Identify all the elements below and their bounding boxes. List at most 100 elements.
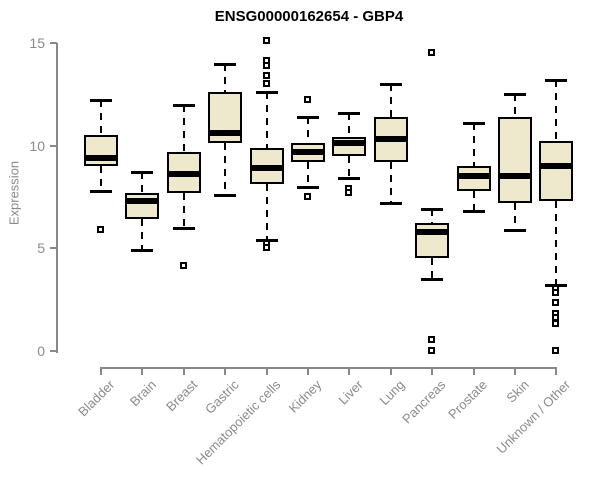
lower-whisker (348, 155, 351, 179)
outlier-point (428, 346, 436, 354)
lower-whisker (389, 161, 392, 203)
x-axis-tick (182, 368, 185, 375)
upper-whisker (141, 172, 144, 193)
box-skin (498, 116, 532, 203)
outlier-point (304, 192, 311, 200)
outlier-point (428, 336, 436, 344)
x-axis-tick (307, 368, 309, 375)
upper-whisker (555, 79, 558, 142)
x-category-label-kidney: Kidney (285, 377, 325, 416)
x-category-label-gastric: Gastric (202, 377, 242, 417)
upper-whisker-cap (545, 78, 568, 82)
lower-whisker-cap (90, 189, 112, 193)
x-axis-tick (472, 368, 475, 375)
lower-whisker (141, 219, 144, 251)
y-axis-tick (50, 247, 57, 249)
outlier-point (428, 49, 436, 57)
x-category-label-bladder: Bladder (75, 377, 118, 420)
box-brain (125, 192, 160, 220)
lower-whisker (265, 184, 268, 240)
outlier-point (262, 80, 270, 87)
outlier-point (262, 71, 270, 79)
upper-whisker-cap (214, 62, 237, 66)
x-category-label-prostate: Prostate (445, 377, 491, 422)
box-bladder (84, 135, 118, 166)
upper-whisker (348, 112, 351, 138)
lower-whisker-cap (214, 193, 237, 197)
upper-whisker-cap (421, 208, 444, 212)
median-line (249, 165, 284, 172)
median-line (456, 173, 491, 180)
outlier-point (345, 188, 353, 196)
y-tick-label: 5 (37, 240, 45, 256)
upper-whisker-cap (297, 115, 319, 119)
x-axis-tick (431, 368, 434, 375)
upper-whisker (224, 63, 227, 93)
box-unknown-other (539, 141, 574, 201)
lower-whisker-cap (421, 277, 444, 281)
upper-whisker-cap (255, 91, 278, 95)
x-axis-tick (555, 368, 558, 375)
y-axis-tick (50, 144, 57, 147)
x-category-label-skin: Skin (503, 377, 532, 406)
upper-whisker-cap (131, 171, 154, 175)
outlier-point (97, 225, 104, 233)
lower-whisker-cap (379, 201, 402, 205)
x-category-label-lung: Lung (376, 377, 408, 409)
lower-whisker (431, 258, 434, 279)
y-axis-tick (50, 349, 57, 352)
median-line (498, 173, 532, 180)
median-line (291, 148, 325, 155)
outlier-point (262, 36, 270, 44)
outlier-point (552, 313, 560, 321)
outlier-point (552, 346, 560, 354)
upper-whisker-cap (504, 93, 526, 97)
upper-whisker-cap (338, 111, 361, 115)
median-line (415, 228, 450, 235)
upper-whisker (472, 122, 475, 166)
median-line (166, 171, 201, 178)
upper-whisker-cap (90, 99, 112, 103)
x-axis-tick (224, 368, 227, 375)
lower-whisker-cap (504, 228, 526, 232)
outlier-point (552, 299, 560, 307)
median-line (332, 140, 367, 147)
upper-whisker (514, 94, 516, 117)
x-category-label-brain: Brain (126, 377, 160, 410)
x-category-label-liver: Liver (335, 377, 367, 408)
x-axis-tick (389, 368, 392, 375)
outlier-point (262, 244, 270, 251)
x-axis-tick (100, 368, 102, 375)
lower-whisker-cap (338, 177, 361, 181)
y-axis-label: Expression (6, 160, 22, 226)
outlier-point (552, 289, 560, 297)
lower-whisker (307, 161, 309, 187)
lower-whisker (224, 143, 227, 195)
x-axis-tick (141, 368, 144, 375)
x-axis-tick (265, 368, 268, 375)
lower-whisker (472, 190, 475, 212)
upper-whisker (431, 209, 434, 224)
median-line (373, 136, 408, 143)
y-tick-label: 10 (29, 137, 45, 154)
y-tick-label: 0 (37, 342, 45, 359)
chart-title: ENSG00000162654 - GBP4 (214, 8, 404, 25)
upper-whisker-cap (379, 83, 402, 86)
x-axis (100, 367, 558, 369)
upper-whisker (182, 104, 185, 152)
lower-whisker (555, 200, 558, 285)
x-category-label-unknown-other: Unknown / Other (493, 377, 574, 457)
outlier-point (179, 262, 187, 270)
outlier-point (262, 61, 270, 69)
median-line (539, 163, 574, 169)
upper-whisker-cap (462, 121, 485, 125)
lower-whisker-cap (462, 210, 485, 214)
y-tick-label: 15 (29, 35, 45, 51)
upper-whisker (307, 116, 309, 144)
lower-whisker (514, 202, 516, 230)
outlier-point (304, 96, 311, 104)
x-category-label-breast: Breast (163, 377, 201, 415)
median-line (84, 154, 118, 161)
upper-whisker-cap (172, 103, 195, 107)
